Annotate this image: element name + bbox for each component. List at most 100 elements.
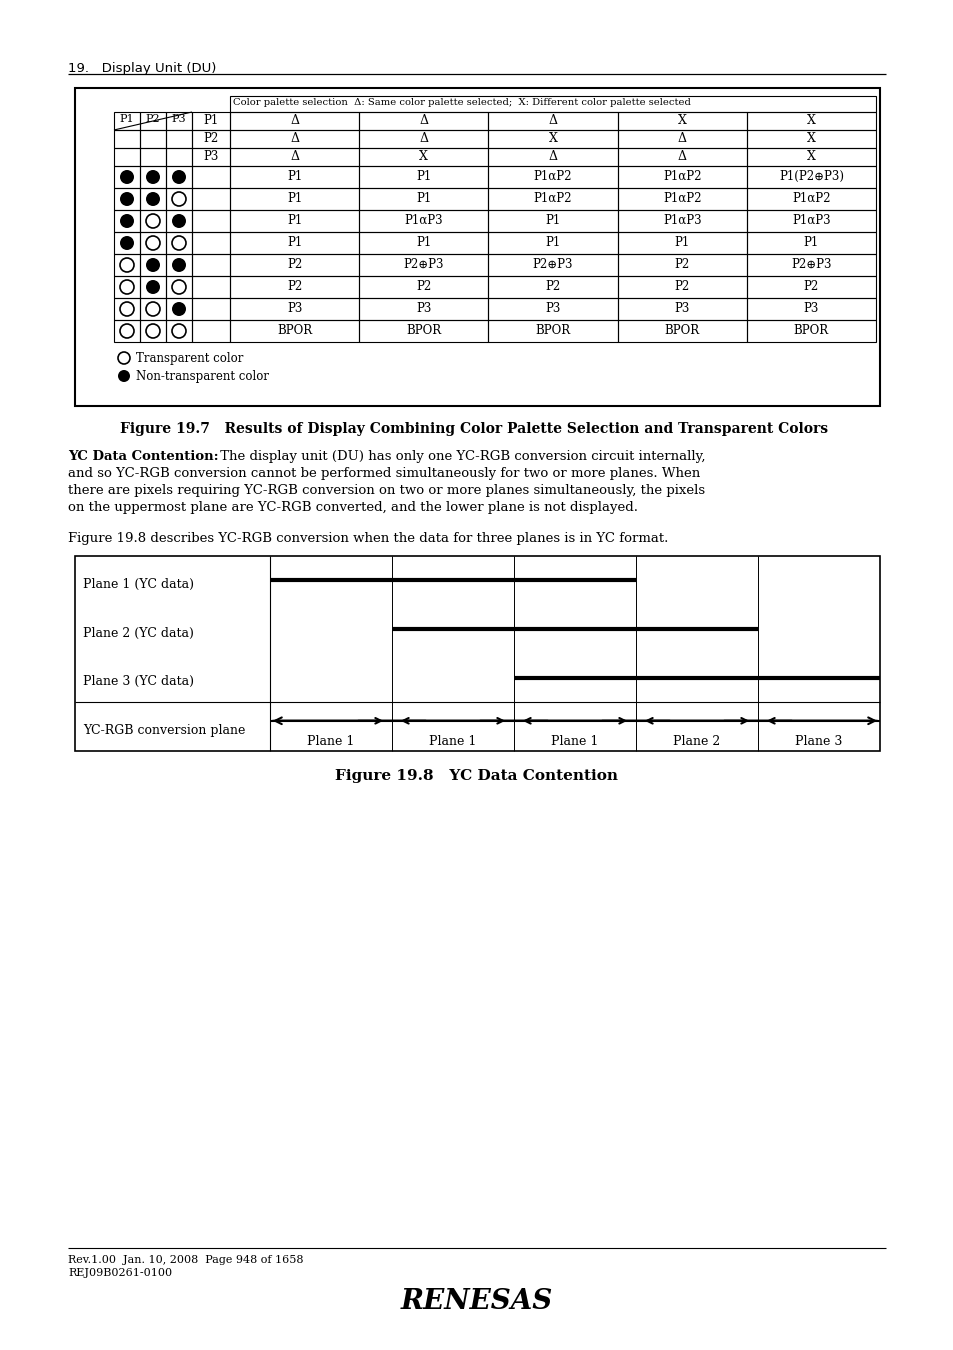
Bar <box>113 166 140 188</box>
Bar <box>75 88 879 406</box>
Text: Δ: Δ <box>419 113 428 127</box>
Text: P1: P1 <box>674 236 689 248</box>
Text: P2: P2 <box>674 279 689 293</box>
Text: P1: P1 <box>545 236 560 248</box>
Bar <box>140 188 166 211</box>
Text: BPOR: BPOR <box>535 324 570 338</box>
Text: P2: P2 <box>545 279 560 293</box>
Text: 19.   Display Unit (DU): 19. Display Unit (DU) <box>68 62 216 76</box>
Bar <box>230 96 875 112</box>
Bar <box>192 298 230 320</box>
Text: P1αP3: P1αP3 <box>791 215 830 227</box>
Bar <box>166 112 192 130</box>
Bar <box>230 320 359 342</box>
Bar <box>488 298 617 320</box>
Text: P2: P2 <box>146 113 160 124</box>
Bar <box>617 275 746 298</box>
Bar <box>746 148 875 166</box>
Text: P1: P1 <box>416 236 431 248</box>
Text: Figure 19.7   Results of Display Combining Color Palette Selection and Transpare: Figure 19.7 Results of Display Combining… <box>120 423 827 436</box>
Text: P1: P1 <box>287 215 302 227</box>
Circle shape <box>120 170 133 184</box>
Text: REJ09B0261-0100: REJ09B0261-0100 <box>68 1268 172 1278</box>
Bar <box>113 211 140 232</box>
Bar <box>230 254 359 275</box>
Circle shape <box>120 192 133 207</box>
Text: Figure 19.8   YC Data Contention: Figure 19.8 YC Data Contention <box>335 769 618 783</box>
Bar <box>113 148 140 166</box>
Circle shape <box>172 215 186 228</box>
Bar <box>617 112 746 130</box>
Bar <box>488 320 617 342</box>
Bar <box>488 130 617 148</box>
Text: P1: P1 <box>416 192 431 205</box>
Bar <box>192 130 230 148</box>
Bar <box>140 232 166 254</box>
Text: RENESAS: RENESAS <box>400 1288 553 1315</box>
Bar <box>746 320 875 342</box>
Text: Δ: Δ <box>548 150 557 163</box>
Text: BPOR: BPOR <box>276 324 312 338</box>
Bar <box>192 254 230 275</box>
Bar <box>75 556 879 751</box>
Circle shape <box>146 258 160 271</box>
Bar <box>230 166 359 188</box>
Text: Plane 1: Plane 1 <box>307 736 355 748</box>
Text: P1: P1 <box>545 215 560 227</box>
Bar <box>192 166 230 188</box>
Bar <box>488 166 617 188</box>
Text: Δ: Δ <box>290 132 299 144</box>
Bar <box>166 188 192 211</box>
Bar <box>230 148 359 166</box>
Text: YC Data Contention:: YC Data Contention: <box>68 450 218 463</box>
Circle shape <box>120 215 133 228</box>
Text: Plane 2 (YC data): Plane 2 (YC data) <box>83 626 193 640</box>
Bar <box>192 148 230 166</box>
Bar <box>746 298 875 320</box>
Text: P1(P2⊕P3): P1(P2⊕P3) <box>778 170 843 184</box>
Bar <box>746 275 875 298</box>
Text: Plane 1: Plane 1 <box>551 736 598 748</box>
Text: P1: P1 <box>203 113 218 127</box>
Bar <box>359 188 488 211</box>
Text: P3: P3 <box>287 302 302 315</box>
Bar <box>113 254 140 275</box>
Text: P2: P2 <box>203 132 218 144</box>
Bar <box>166 232 192 254</box>
Text: on the uppermost plane are YC-RGB converted, and the lower plane is not displaye: on the uppermost plane are YC-RGB conver… <box>68 501 638 514</box>
Bar <box>113 130 140 148</box>
Text: YC-RGB conversion plane: YC-RGB conversion plane <box>83 724 245 737</box>
Bar <box>617 298 746 320</box>
Circle shape <box>146 279 160 294</box>
Bar <box>488 232 617 254</box>
Text: BPOR: BPOR <box>664 324 700 338</box>
Bar <box>140 148 166 166</box>
Text: Rev.1.00  Jan. 10, 2008  Page 948 of 1658: Rev.1.00 Jan. 10, 2008 Page 948 of 1658 <box>68 1256 303 1265</box>
Text: P1: P1 <box>287 236 302 248</box>
Bar <box>113 320 140 342</box>
Bar <box>746 254 875 275</box>
Text: P1: P1 <box>416 170 431 184</box>
Bar <box>113 298 140 320</box>
Text: P3: P3 <box>172 113 186 124</box>
Bar <box>113 232 140 254</box>
Text: P2: P2 <box>803 279 819 293</box>
Bar <box>230 211 359 232</box>
Circle shape <box>172 170 186 184</box>
Text: BPOR: BPOR <box>793 324 828 338</box>
Bar <box>488 112 617 130</box>
Bar <box>113 112 140 130</box>
Bar <box>140 275 166 298</box>
Bar <box>113 188 140 211</box>
Bar <box>359 112 488 130</box>
Circle shape <box>146 170 160 184</box>
Bar <box>746 112 875 130</box>
Circle shape <box>172 302 186 316</box>
Bar <box>359 275 488 298</box>
Bar <box>617 188 746 211</box>
Text: Δ: Δ <box>290 113 299 127</box>
Bar <box>166 275 192 298</box>
Bar <box>166 298 192 320</box>
Bar <box>166 166 192 188</box>
Text: X: X <box>806 150 815 163</box>
